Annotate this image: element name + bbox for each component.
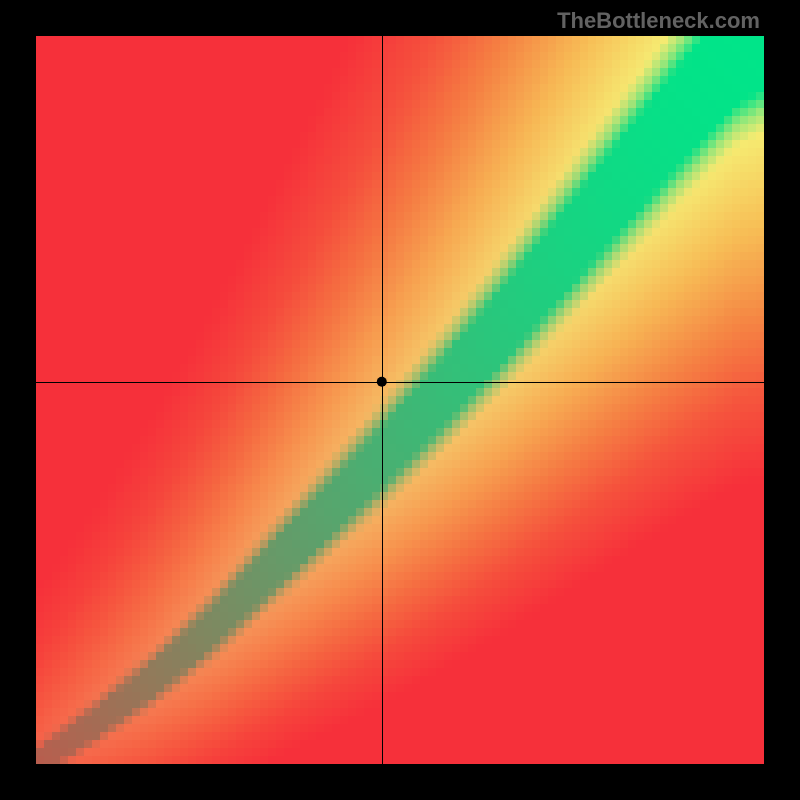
watermark-text: TheBottleneck.com [557, 8, 760, 34]
crosshair-overlay [36, 36, 764, 764]
chart-container: TheBottleneck.com [0, 0, 800, 800]
